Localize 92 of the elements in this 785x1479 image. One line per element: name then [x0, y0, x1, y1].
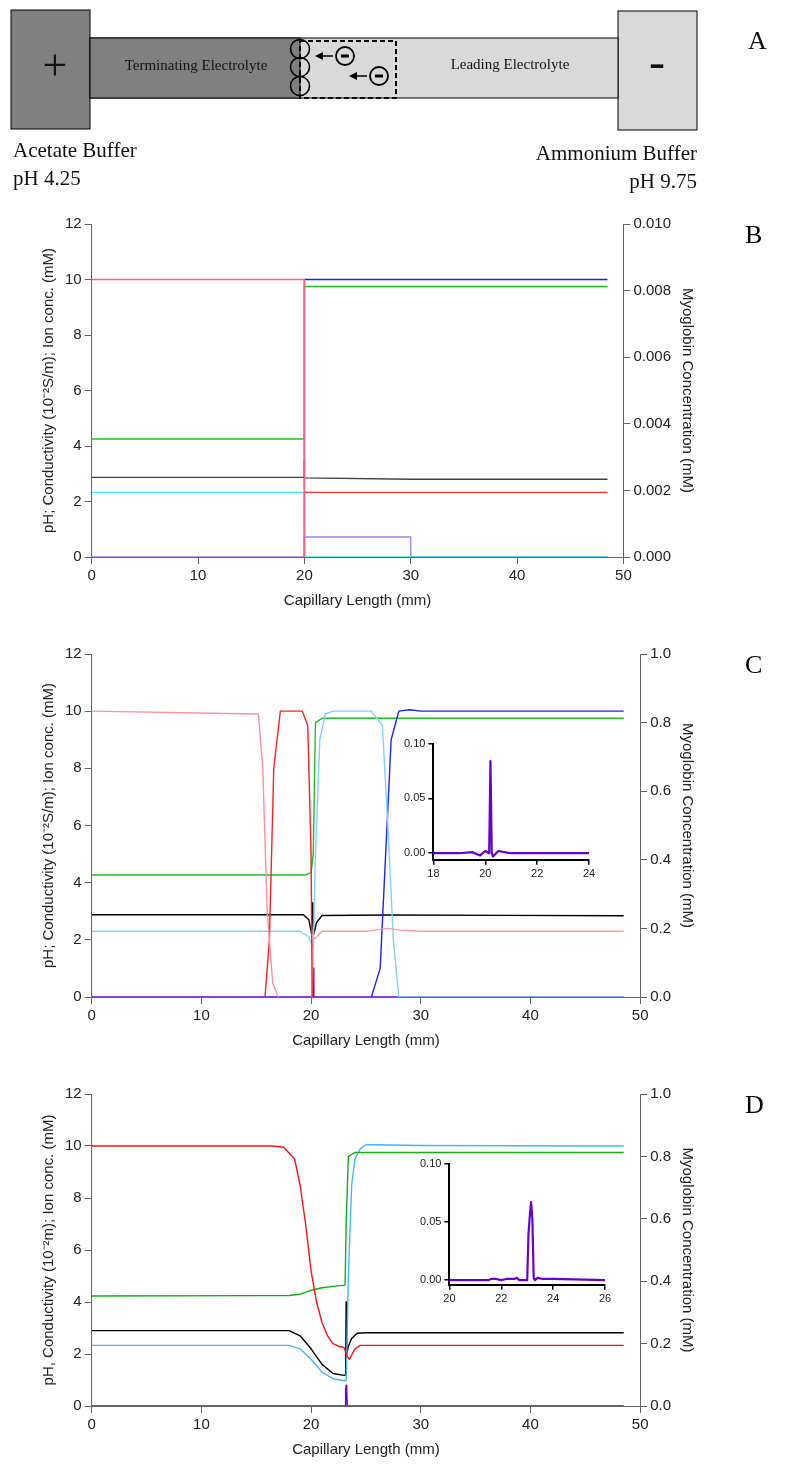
y2-tick-label: 0.4 [650, 1271, 672, 1289]
y-tick-label: 0.05 [419, 1214, 442, 1227]
text: pH 4.25 [13, 166, 82, 190]
text: D [745, 1090, 764, 1120]
y-tick-label: 0.10 [403, 736, 426, 749]
text: + [41, 41, 69, 90]
y2-tick-label: 0.004 [633, 413, 672, 431]
y-tick-label: 0.10 [419, 1156, 442, 1169]
y-tick-label: 12 [65, 1084, 82, 1102]
y-tick-label: 0.05 [403, 791, 426, 804]
y2-tick-label: 0.008 [633, 280, 672, 298]
y-tick-label: 0 [73, 1396, 82, 1414]
x-tick-label: 20 [302, 1415, 320, 1433]
y-tick-label: 10 [65, 1136, 82, 1154]
x-tick-label: 20 [296, 566, 313, 584]
x-tick-label: 10 [189, 566, 207, 584]
y-tick-label: 8 [73, 758, 82, 776]
x-tick-label: 18 [427, 867, 440, 880]
y2-tick-label: 0.2 [650, 1333, 672, 1351]
x-tick-label: 0 [87, 566, 96, 584]
x-tick-label: 20 [479, 867, 492, 880]
text: Leading Electrolyte [449, 56, 571, 72]
y-tick-label: 0 [73, 987, 82, 1005]
y2-axis-title: Myoglobin Concentration (mM) [679, 287, 697, 494]
y2-tick-label: 1.0 [650, 644, 672, 662]
y-tick-label: 6 [73, 380, 82, 398]
x-tick-label: 50 [631, 1415, 649, 1433]
y2-tick-label: 1.0 [650, 1084, 672, 1102]
y2-tick-label: 0.8 [650, 712, 672, 730]
y-tick-label: 2 [73, 491, 82, 509]
x-tick-label: 30 [412, 1006, 430, 1024]
text: Terminating Electrolyte [123, 57, 269, 73]
y2-tick-label: 0.8 [650, 1146, 672, 1164]
x-tick-label: 22 [531, 867, 544, 880]
text: B [745, 220, 763, 250]
y-tick-label: 0 [73, 547, 82, 565]
y2-tick-label: 0.2 [650, 918, 672, 936]
y2-tick-label: 0.6 [650, 1208, 672, 1226]
y-tick-label: 4 [73, 872, 82, 890]
y-tick-label: 2 [73, 929, 82, 947]
x-tick-label: 0 [87, 1415, 96, 1433]
y-tick-label: 4 [73, 1292, 82, 1310]
x-tick-label: 10 [193, 1415, 210, 1433]
text: A [748, 26, 768, 55]
y2-tick-label: 0.006 [633, 347, 672, 365]
text: Ammonium Buffer [534, 141, 697, 165]
y2-tick-label: 0.000 [633, 547, 672, 565]
x-tick-label: 22 [495, 1292, 508, 1305]
y-tick-label: 2 [73, 1344, 82, 1362]
y-tick-label: 8 [73, 325, 82, 343]
x-tick-label: 50 [615, 566, 632, 584]
text: C [745, 650, 763, 680]
y-tick-label: 10 [65, 269, 82, 287]
x-tick-label: 26 [598, 1292, 612, 1305]
x-tick-label: 30 [402, 566, 420, 584]
x-tick-label: 20 [443, 1292, 456, 1305]
y2-tick-label: 0.002 [633, 480, 672, 498]
y2-axis-title: Myoglobin Concentration (mM) [679, 722, 697, 929]
x-tick-label: 40 [522, 1415, 539, 1433]
y-axis-title: pH; Conductivity (10⁻²S/m); Ion conc. (mM) [39, 682, 57, 969]
x-tick-label: 40 [522, 1006, 539, 1024]
x-tick-label: 0 [87, 1006, 96, 1024]
x-tick-label: 40 [508, 566, 526, 584]
y2-tick-label: 0.010 [633, 214, 672, 232]
y-tick-label: 0.00 [419, 1273, 442, 1286]
x-tick-label: 20 [302, 1006, 320, 1024]
y-tick-label: 0.00 [403, 846, 426, 859]
y-tick-label: 12 [65, 214, 82, 232]
y-tick-label: 4 [73, 436, 82, 454]
y-axis-title: pH, Conductivity (10⁻²m); Ion conc. (mM) [39, 1114, 57, 1386]
x-axis-title: Capillary Length (mm) [292, 1440, 440, 1458]
x-axis-title: Capillary Length (mm) [283, 591, 432, 609]
y-tick-label: 12 [65, 644, 82, 662]
text: Acetate Buffer [13, 138, 138, 162]
x-axis-title: Capillary Length (mm) [292, 1031, 440, 1049]
y-tick-label: 10 [65, 701, 82, 719]
y2-axis-title: Myoglobin Concentration (mM) [679, 1147, 697, 1353]
y2-tick-label: 0.0 [650, 1396, 672, 1414]
x-tick-label: 24 [547, 1292, 560, 1305]
y-axis-title: pH; Conductivity (10⁻²S/m); Ion conc. (mM) [39, 247, 57, 534]
x-tick-label: 50 [631, 1006, 649, 1024]
y2-tick-label: 0.0 [650, 987, 672, 1005]
x-tick-label: 10 [193, 1006, 210, 1024]
y2-tick-label: 0.6 [650, 781, 672, 799]
y-tick-label: 8 [73, 1188, 82, 1206]
text: - [648, 35, 666, 88]
x-tick-label: 24 [582, 867, 596, 880]
y-tick-label: 6 [73, 1240, 82, 1258]
text: pH 9.75 [628, 169, 697, 193]
y-tick-label: 6 [73, 815, 82, 833]
y2-tick-label: 0.4 [650, 849, 672, 867]
x-tick-label: 30 [412, 1415, 430, 1433]
